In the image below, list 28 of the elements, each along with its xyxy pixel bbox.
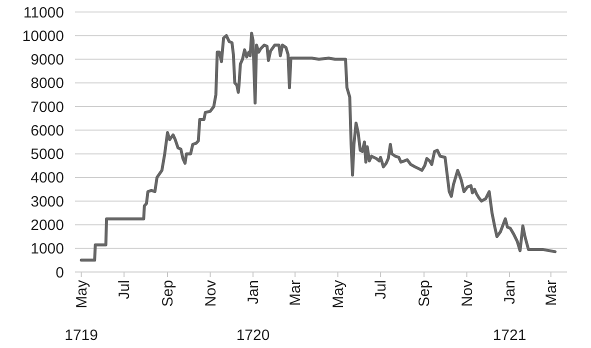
x-tick-label: Nov <box>202 280 220 307</box>
y-tick-label: 4000 <box>30 170 64 187</box>
x-tick-label: Jul <box>116 280 134 300</box>
y-tick-label: 0 <box>56 264 64 282</box>
line-series <box>80 32 557 262</box>
x-tick-label: Jan <box>502 280 519 304</box>
y-tick-label: 1000 <box>30 240 64 258</box>
y-tick-label: 5000 <box>30 146 64 164</box>
x-tick-label: Mar <box>542 280 560 306</box>
text: 1721 <box>492 327 526 344</box>
x-tick-label: Jul <box>372 280 390 300</box>
y-tick-label: 8000 <box>30 75 64 92</box>
x-tick-label: Sep <box>416 280 434 307</box>
x-tick-label: Mar <box>287 280 304 306</box>
x-tick-label: May <box>330 280 347 308</box>
text: 1719 <box>64 327 98 344</box>
y-tick-label: 10000 <box>22 28 64 45</box>
y-tick-label: 2000 <box>30 216 64 234</box>
x-tick-label: Nov <box>458 280 476 307</box>
y-tick-label: 6000 <box>30 122 64 140</box>
y-tick-label: 9000 <box>30 52 64 69</box>
y-tick-label: 7000 <box>30 98 64 116</box>
x-tick-label: Jan <box>245 280 262 304</box>
x-tick-label: Sep <box>160 280 177 307</box>
y-tick-label: 3000 <box>30 193 64 210</box>
text: 1720 <box>236 327 270 344</box>
x-tick-label: May <box>73 280 90 308</box>
y-tick-label: 11000 <box>23 4 64 22</box>
